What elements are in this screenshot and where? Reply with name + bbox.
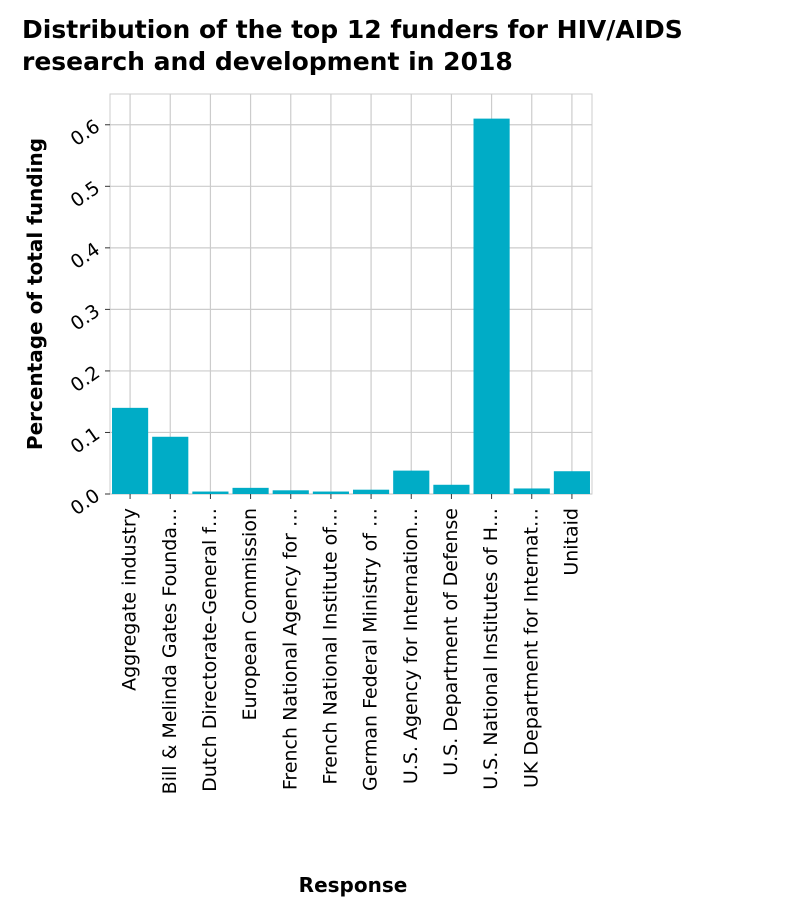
x-tick-label: Unitaid (560, 508, 582, 576)
x-tick-label: Bill & Melinda Gates Founda… (159, 508, 181, 794)
x-tick-label: UK Department for Internat… (520, 508, 542, 788)
x-tick-label: European Commission (239, 508, 261, 720)
y-tick-label: 0.3 (67, 300, 104, 335)
y-tick-label: 0.4 (67, 238, 104, 273)
y-tick-label: 0.1 (67, 423, 104, 458)
x-axis-ticks: Aggregate industry Bill & Melinda Gates F… (119, 494, 582, 794)
bar (152, 436, 189, 494)
bar (353, 489, 390, 494)
y-axis-ticks: 0.0 0.1 0.2 0.3 0.4 0.5 0.6 (67, 115, 110, 520)
x-tick-label: French National Institute of… (319, 508, 341, 785)
bar (393, 470, 430, 494)
y-tick-label: 0.0 (67, 485, 104, 520)
x-tick-label: U.S. Agency for Internation… (400, 508, 422, 784)
bar (473, 118, 510, 494)
y-tick-label: 0.6 (67, 115, 104, 150)
x-axis-label: Response (299, 873, 408, 897)
x-tick-label: U.S. National Institutes of H… (480, 508, 502, 790)
y-axis-label: Percentage of total funding (23, 138, 47, 450)
bar (553, 471, 590, 494)
bar (513, 488, 550, 494)
bar (112, 407, 149, 494)
x-tick-label: German Federal Ministry of … (360, 508, 382, 791)
bar (232, 487, 269, 494)
y-tick-label: 0.2 (67, 362, 104, 397)
gridlines (110, 94, 592, 495)
bar (192, 491, 229, 494)
x-tick-label: Dutch Directorate-General f… (199, 508, 221, 792)
bar (433, 484, 470, 494)
bar (312, 491, 349, 494)
x-tick-label: Aggregate industry (119, 508, 141, 691)
bars (112, 118, 590, 494)
chart-title: Distribution of the top 12 funders for H… (22, 15, 683, 76)
x-tick-label: U.S. Department of Defense (440, 508, 462, 776)
bar (272, 490, 309, 494)
y-tick-label: 0.5 (67, 177, 104, 212)
plot-area (109, 93, 593, 495)
x-tick-label: French National Agency for … (279, 508, 301, 790)
